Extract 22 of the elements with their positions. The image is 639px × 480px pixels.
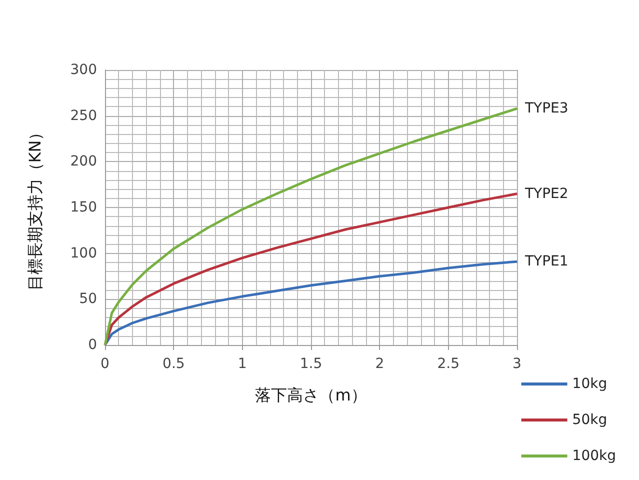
y-axis-title: 目標長期支持力（KN） xyxy=(26,124,44,291)
x-tick-label: 3 xyxy=(512,356,522,372)
legend-label: 10kg xyxy=(572,376,608,392)
y-tick-label: 300 xyxy=(70,62,97,78)
y-tick-label: 150 xyxy=(70,200,97,216)
y-tick-label: 50 xyxy=(79,291,97,308)
y-tick-label: 200 xyxy=(70,154,97,170)
text: TYPE3 xyxy=(524,100,568,116)
text: TYPE2 xyxy=(524,186,568,202)
x-tick-label: 0 xyxy=(100,356,110,372)
x-axis-title: 落下高さ（m） xyxy=(255,386,367,404)
x-tick-label: 1.5 xyxy=(300,356,322,372)
text: TYPE1 xyxy=(524,254,568,270)
y-tick-label: 100 xyxy=(70,245,97,262)
x-tick-label: 0.5 xyxy=(162,356,185,372)
x-tick-label: 1 xyxy=(238,356,247,372)
legend-label: 100kg xyxy=(572,448,616,464)
y-tick-label: 250 xyxy=(70,108,97,124)
x-tick-label: 2 xyxy=(375,356,384,372)
y-tick-label: 0 xyxy=(88,337,97,353)
x-tick-label: 2.5 xyxy=(437,356,460,372)
legend-label: 50kg xyxy=(572,412,608,428)
